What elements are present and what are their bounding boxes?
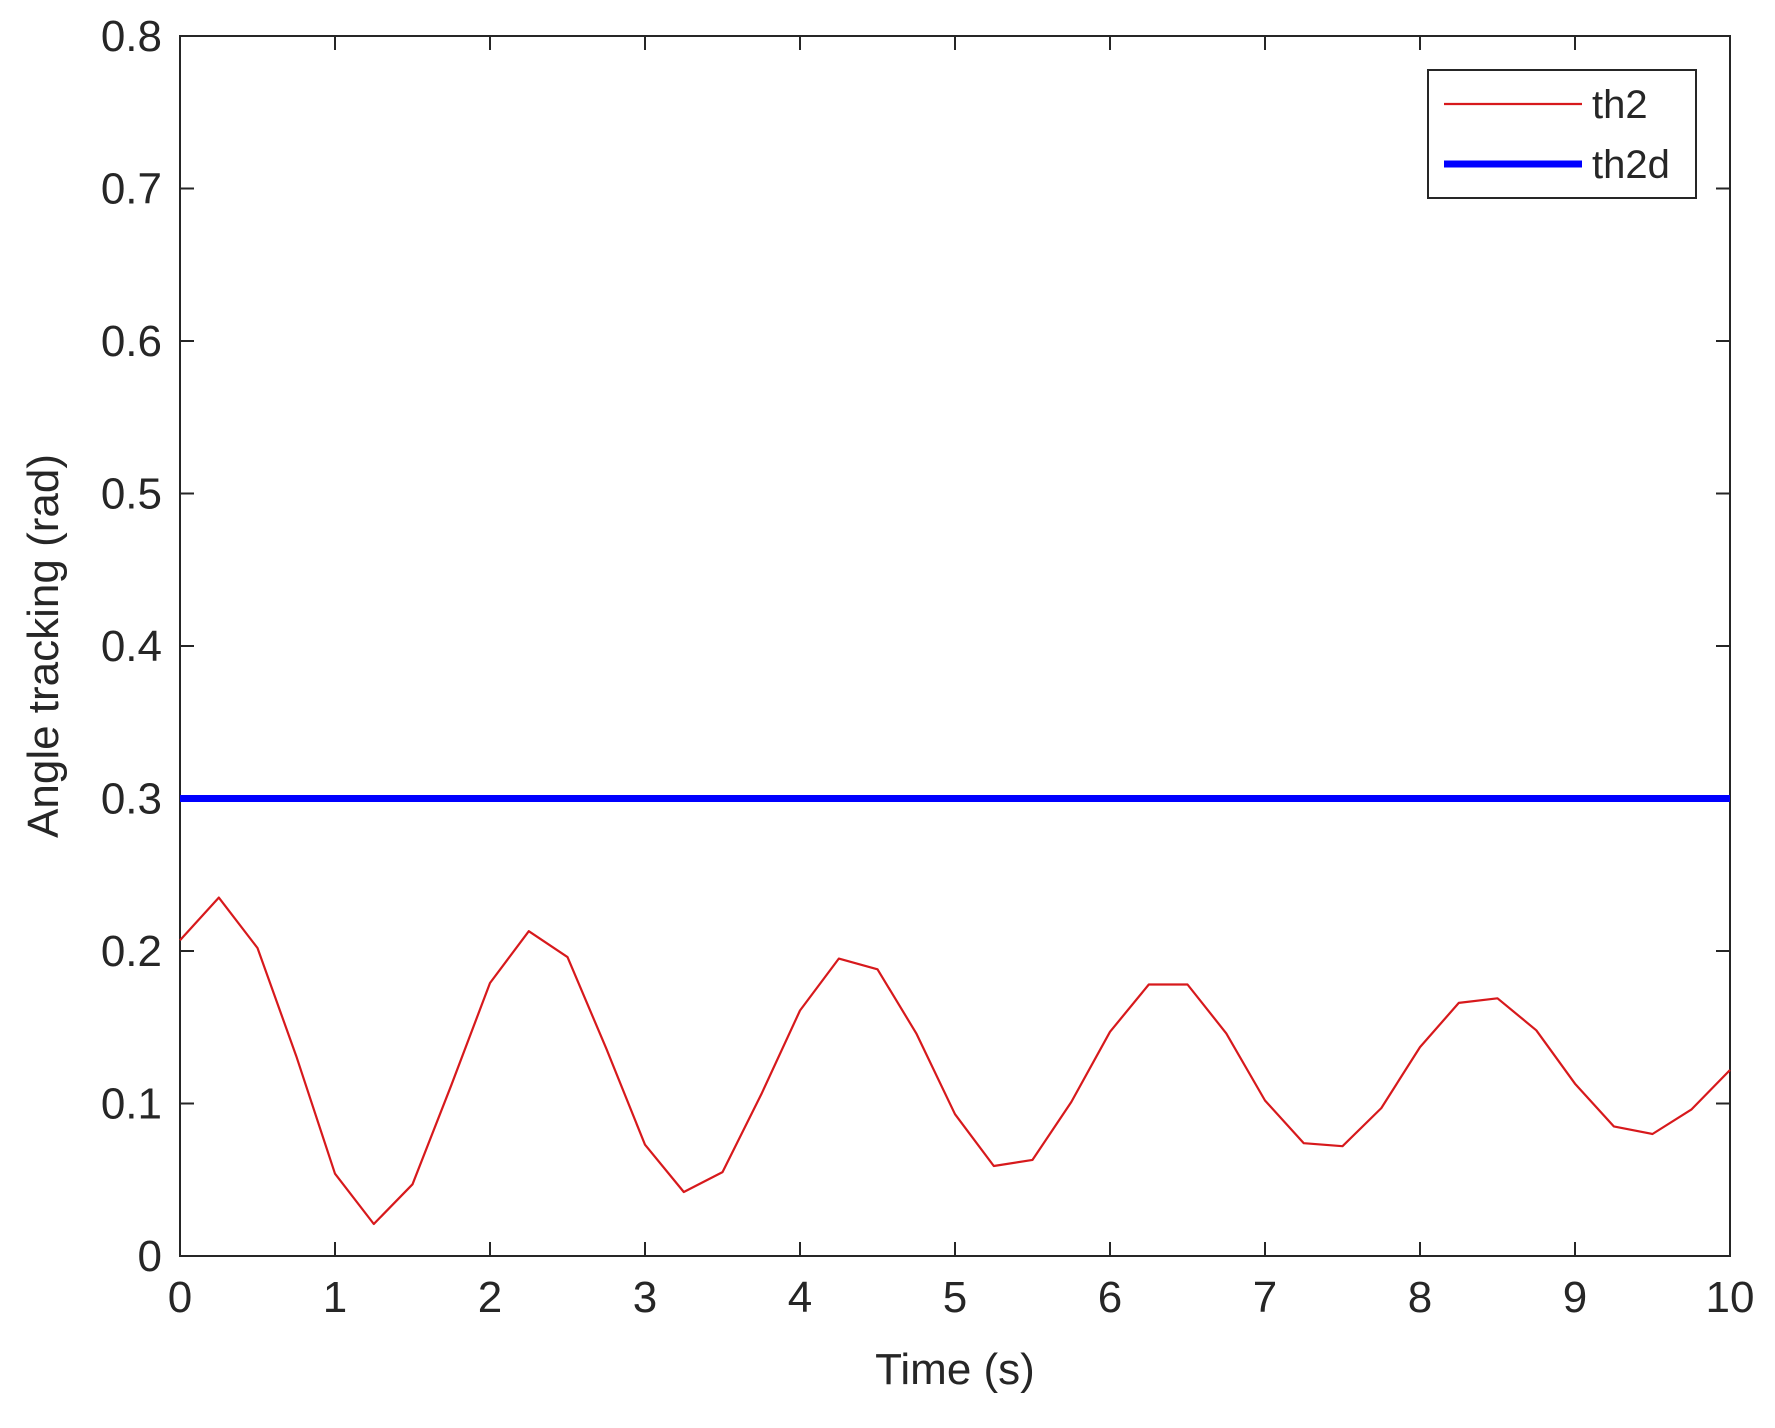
plot-area: 0 1 2 3 4 5 6 7 8 9 10 0 0.1 0.2 0.3 0.4 0.5 0.6 0.7 0.8: [101, 12, 1755, 1322]
x-tick: 10: [1706, 36, 1755, 1322]
y-tick: 0.7: [101, 165, 1730, 214]
x-tick-label: 10: [1706, 1273, 1755, 1322]
y-tick: 0.8: [101, 12, 1730, 61]
y-tick: 0.6: [101, 317, 1730, 366]
x-axis-ticks: 0 1 2 3 4 5 6 7 8 9 10: [168, 36, 1755, 1322]
axes-box: [179, 35, 1731, 1257]
x-tick: 8: [1408, 36, 1432, 1322]
x-axis-title: Time (s): [875, 1345, 1035, 1394]
x-tick: 4: [788, 36, 812, 1322]
legend-label-th2: th2: [1592, 83, 1648, 127]
y-tick-label: 0.1: [101, 1080, 162, 1129]
x-tick-label: 4: [788, 1273, 812, 1322]
x-tick: 0: [168, 36, 192, 1322]
y-tick: 0: [138, 1232, 1730, 1281]
legend-label-th2d: th2d: [1592, 143, 1670, 187]
x-tick-label: 7: [1253, 1273, 1277, 1322]
y-tick-label: 0.3: [101, 775, 162, 824]
x-tick-label: 9: [1563, 1273, 1587, 1322]
x-tick: 3: [633, 36, 657, 1322]
y-axis-title: Angle tracking (rad): [19, 454, 68, 838]
series-layer: [179, 795, 1731, 1226]
y-tick: 0.5: [101, 470, 1730, 519]
x-tick: 7: [1253, 36, 1277, 1322]
x-tick-label: 8: [1408, 1273, 1432, 1322]
x-tick: 9: [1563, 36, 1587, 1322]
x-tick-label: 6: [1098, 1273, 1122, 1322]
y-tick: 0.4: [101, 622, 1730, 671]
y-tick: 0.1: [101, 1080, 1730, 1129]
legend: th2 th2d: [1427, 69, 1697, 199]
x-tick: 2: [478, 36, 502, 1322]
y-tick-label: 0.6: [101, 317, 162, 366]
x-tick-label: 1: [323, 1273, 347, 1322]
y-axis-ticks: 0 0.1 0.2 0.3 0.4 0.5 0.6 0.7 0.8: [101, 12, 1730, 1281]
y-tick-label: 0.4: [101, 622, 162, 671]
x-tick-label: 3: [633, 1273, 657, 1322]
y-tick-label: 0.8: [101, 12, 162, 61]
x-tick: 5: [943, 36, 967, 1322]
y-tick: 0.2: [101, 927, 1730, 976]
x-tick-label: 0: [168, 1273, 192, 1322]
series-line-th2: [179, 896, 1731, 1226]
legend-box: [1427, 69, 1697, 199]
x-tick: 1: [323, 36, 347, 1322]
x-tick-label: 5: [943, 1273, 967, 1322]
x-tick-label: 2: [478, 1273, 502, 1322]
y-tick-label: 0.2: [101, 927, 162, 976]
x-tick: 6: [1098, 36, 1122, 1322]
y-tick-label: 0: [138, 1232, 162, 1281]
y-tick-label: 0.7: [101, 165, 162, 214]
y-tick-label: 0.5: [101, 470, 162, 519]
